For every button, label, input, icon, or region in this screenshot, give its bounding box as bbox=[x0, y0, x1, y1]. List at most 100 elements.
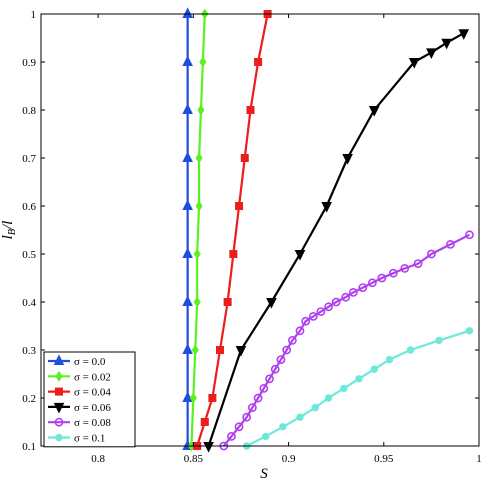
data-point bbox=[400, 263, 410, 273]
data-point bbox=[182, 55, 193, 66]
legend-entry: σ = 0.06 bbox=[48, 402, 111, 414]
y-tick-label: 1 bbox=[31, 9, 37, 21]
legend-label: σ = 0.1 bbox=[74, 433, 105, 445]
data-point bbox=[441, 38, 452, 50]
data-point bbox=[262, 432, 270, 441]
legend-label: σ = 0.0 bbox=[74, 356, 106, 368]
data-point bbox=[223, 298, 232, 306]
legend-label: σ = 0.06 bbox=[74, 402, 111, 414]
data-point bbox=[227, 431, 236, 441]
data-point bbox=[189, 392, 197, 404]
data-point bbox=[259, 383, 269, 393]
y-axis-label-sub: B bbox=[7, 229, 18, 235]
data-point bbox=[296, 413, 304, 421]
series-3 bbox=[203, 29, 470, 453]
data-point bbox=[341, 292, 351, 302]
data-point bbox=[446, 239, 455, 249]
legend-label: σ = 0.08 bbox=[74, 417, 111, 429]
data-point bbox=[406, 346, 415, 354]
data-point bbox=[385, 355, 394, 364]
data-point bbox=[195, 200, 203, 212]
series-5 bbox=[242, 327, 474, 450]
data-point bbox=[408, 58, 420, 69]
data-point bbox=[193, 248, 201, 260]
data-point bbox=[265, 374, 274, 384]
data-point bbox=[182, 7, 193, 18]
y-tick-label: 0.6 bbox=[22, 201, 36, 213]
data-point bbox=[367, 278, 377, 288]
y-axis-label-main: l bbox=[0, 235, 16, 239]
y-axis-label: lB/l bbox=[0, 221, 18, 240]
data-point bbox=[388, 268, 398, 278]
series-line bbox=[196, 13, 269, 447]
series-line bbox=[207, 32, 465, 447]
svg-text:lB/l: lB/l bbox=[0, 221, 18, 240]
data-point bbox=[465, 327, 474, 335]
data-point bbox=[435, 336, 443, 345]
y-tick-label: 0.1 bbox=[22, 441, 36, 453]
data-point bbox=[246, 106, 255, 114]
data-point bbox=[458, 29, 470, 40]
data-point bbox=[342, 154, 353, 165]
y-tick-label: 0.9 bbox=[22, 57, 36, 69]
data-point bbox=[234, 422, 244, 432]
x-tick-label: 0.85 bbox=[184, 453, 204, 465]
data-point bbox=[348, 287, 358, 297]
data-point bbox=[321, 202, 332, 213]
data-point bbox=[308, 311, 318, 321]
y-tick-label: 0.8 bbox=[22, 105, 36, 117]
data-point bbox=[426, 249, 436, 259]
legend-swatch-marker bbox=[53, 354, 65, 365]
data-point bbox=[370, 365, 378, 373]
data-point bbox=[182, 343, 193, 354]
data-point bbox=[229, 250, 238, 258]
data-point bbox=[182, 247, 193, 258]
x-axis-label: S bbox=[260, 466, 268, 482]
data-point bbox=[182, 151, 193, 162]
data-point bbox=[413, 259, 423, 268]
legend-swatch-marker bbox=[55, 387, 63, 396]
legend: σ = 0.0 σ = 0.02 σ = 0.04 σ = 0.06 σ = 0.08 σ… bbox=[43, 351, 136, 448]
series-0 bbox=[182, 7, 193, 450]
data-point bbox=[240, 154, 249, 162]
y-tick-label: 0.7 bbox=[22, 153, 36, 165]
data-point bbox=[197, 104, 205, 116]
series-1 bbox=[187, 8, 209, 452]
x-tick-label: 0.8 bbox=[91, 453, 105, 465]
data-point bbox=[355, 375, 363, 383]
data-point bbox=[295, 326, 305, 336]
legend-label: σ = 0.02 bbox=[74, 371, 111, 383]
y-axis-label-tail: /l bbox=[0, 221, 16, 230]
y-tick-label: 0.5 bbox=[22, 249, 36, 261]
plot-area bbox=[182, 7, 474, 453]
y-tick-label: 0.3 bbox=[22, 345, 36, 357]
data-point bbox=[340, 384, 348, 393]
series-4 bbox=[219, 230, 474, 451]
data-point bbox=[358, 283, 368, 292]
series-line bbox=[190, 13, 206, 447]
data-point bbox=[182, 391, 193, 402]
data-point bbox=[195, 152, 203, 164]
data-point bbox=[331, 297, 341, 307]
data-point bbox=[282, 345, 292, 355]
legend-box bbox=[43, 351, 136, 448]
data-point bbox=[377, 273, 387, 283]
data-point bbox=[235, 202, 244, 210]
legend-entry: σ = 0.1 bbox=[48, 433, 105, 445]
legend-swatch-marker bbox=[54, 417, 64, 427]
data-point bbox=[270, 364, 280, 374]
data-point bbox=[182, 103, 193, 114]
data-point bbox=[254, 58, 263, 66]
data-point bbox=[316, 307, 326, 316]
legend-entry: σ = 0.0 bbox=[48, 354, 106, 368]
legend-swatch-marker bbox=[53, 402, 65, 414]
data-point bbox=[426, 48, 437, 60]
y-tick-label: 0.4 bbox=[22, 297, 36, 309]
series-2 bbox=[193, 10, 272, 450]
data-point bbox=[182, 199, 193, 210]
legend-entry: σ = 0.04 bbox=[48, 387, 111, 399]
data-point bbox=[294, 250, 306, 261]
y-tick-label: 0.2 bbox=[22, 393, 36, 405]
data-point bbox=[266, 298, 277, 309]
